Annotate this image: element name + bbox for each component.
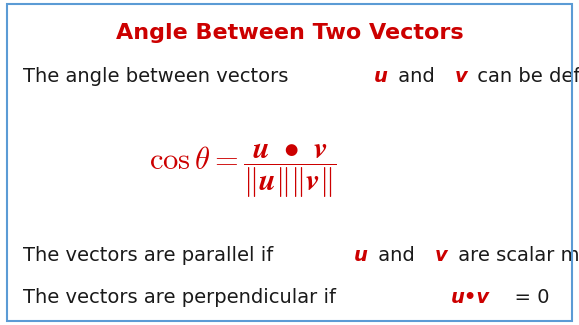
Text: and: and	[391, 67, 441, 86]
Text: can be defined by: can be defined by	[471, 67, 579, 86]
Text: u•v: u•v	[451, 288, 490, 307]
Text: v: v	[435, 246, 448, 265]
Text: The vectors are perpendicular if: The vectors are perpendicular if	[23, 288, 355, 307]
Text: v: v	[455, 67, 467, 86]
Text: = 0: = 0	[502, 288, 549, 307]
Text: The angle between vectors: The angle between vectors	[23, 67, 295, 86]
Text: are scalar multiples.: are scalar multiples.	[452, 246, 579, 265]
Text: The vectors are parallel if: The vectors are parallel if	[23, 246, 280, 265]
Text: u: u	[354, 246, 368, 265]
Text: $\cos\theta = \dfrac{\boldsymbol{u}\ \bullet\ \boldsymbol{v}}{\|\boldsymbol{u}\|: $\cos\theta = \dfrac{\boldsymbol{u}\ \bu…	[149, 141, 337, 200]
Text: and: and	[372, 246, 421, 265]
Text: u: u	[373, 67, 387, 86]
Text: Angle Between Two Vectors: Angle Between Two Vectors	[116, 23, 463, 43]
